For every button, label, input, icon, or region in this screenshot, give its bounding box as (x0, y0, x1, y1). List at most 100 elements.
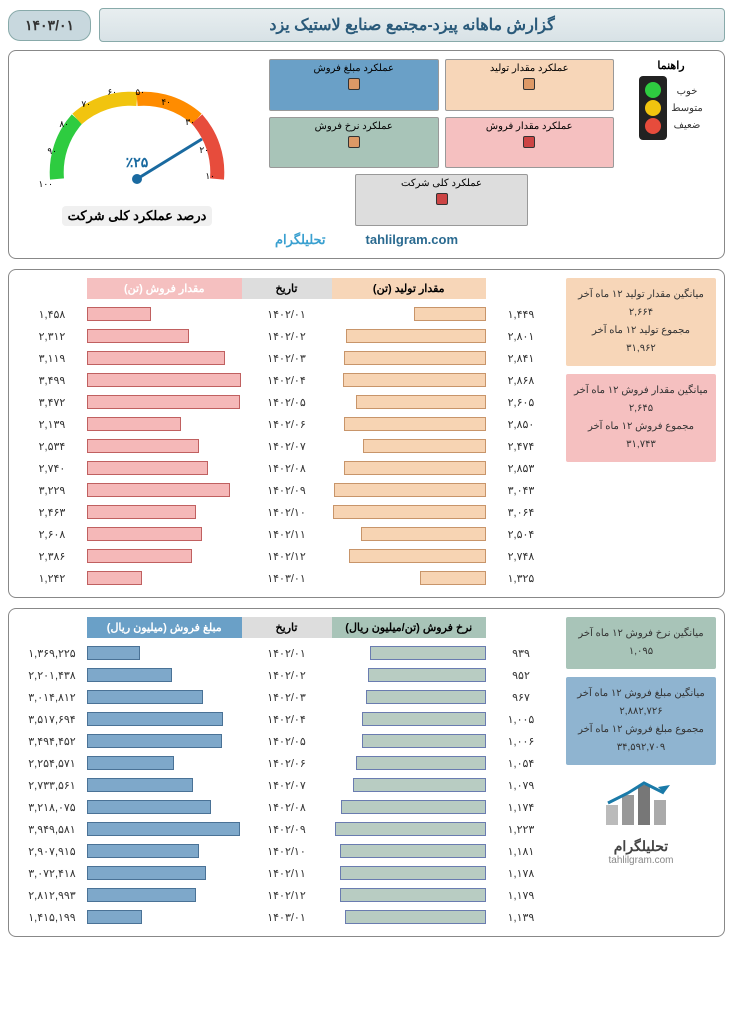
traffic-light (645, 82, 661, 98)
right-value: ۲,۴۶۳ (17, 506, 87, 519)
right-value: ۲,۷۴۰ (17, 462, 87, 475)
left-bar (346, 329, 486, 343)
left-value: ۱,۱۸۱ (486, 845, 556, 858)
left-value: ۲,۸۴۱ (486, 352, 556, 365)
right-bar (87, 549, 192, 563)
info-box: میانگین مبلغ فروش ۱۲ ماه آخر۲,۸۸۲,۷۲۶مجم… (566, 677, 716, 765)
svg-text:۱۰: ۱۰ (205, 171, 215, 181)
row-date: ۱۴۰۲/۰۶ (242, 418, 332, 431)
right-bar (87, 461, 208, 475)
left-bar (334, 483, 486, 497)
right-value: ۲,۱۳۹ (17, 418, 87, 431)
legend-swatch (348, 78, 360, 90)
info-line: ۱,۰۹۵ (572, 643, 710, 661)
left-value: ۲,۸۵۳ (486, 462, 556, 475)
row-date: ۱۴۰۲/۰۹ (242, 823, 332, 836)
left-bar (344, 461, 486, 475)
right-bar (87, 646, 140, 660)
legend-cell: عملکرد کلی شرکت (355, 174, 528, 226)
left-bar (414, 307, 486, 321)
gauge-chart: ٪۲۵ ۱۰۰ ۹۰ ۸۰ ۷۰ ۶۰ ۵۰ ۴۰ ۳۰ ۲۰ ۱۰ (27, 59, 247, 199)
chart-row: ۱,۱۸۱ ۱۴۰۲/۱۰ ۲,۹۰۷,۹۱۵ (17, 840, 556, 862)
right-value: ۲,۷۳۳,۵۶۱ (17, 779, 87, 792)
row-date: ۱۴۰۲/۰۵ (242, 735, 332, 748)
right-bar (87, 439, 199, 453)
row-date: ۱۴۰۲/۱۲ (242, 889, 332, 902)
legend-swatch (436, 193, 448, 205)
left-value: ۲,۸۵۰ (486, 418, 556, 431)
row-date: ۱۴۰۲/۰۳ (242, 352, 332, 365)
right-bar (87, 668, 172, 682)
traffic-label: ضعیف (671, 120, 702, 131)
left-value: ۲,۸۶۸ (486, 374, 556, 387)
right-bar (87, 483, 230, 497)
report-date: ۱۴۰۳/۰۱ (8, 10, 91, 41)
row-date: ۱۴۰۲/۰۳ (242, 691, 332, 704)
svg-text:۸۰: ۸۰ (59, 119, 69, 129)
left-value: ۳,۰۶۴ (486, 506, 556, 519)
svg-text:۳۰: ۳۰ (185, 117, 195, 127)
info-box: میانگین مقدار فروش ۱۲ ماه آخر۲,۶۴۵مجموع … (566, 374, 716, 462)
chart-row: ۱,۱۷۸۱۴۰۲/۱۱۳,۰۷۲,۴۱۸ (17, 862, 556, 884)
right-value: ۱,۳۶۹,۲۲۵ (17, 647, 87, 660)
traffic-title: راهنما (626, 59, 716, 72)
info-line: ۲,۶۶۴ (572, 304, 710, 322)
left-bar (368, 668, 486, 682)
info-line: میانگین مقدار فروش ۱۲ ماه آخر (572, 382, 710, 400)
chart-row: ۲,۸۵۳۱۴۰۲/۰۸۲,۷۴۰ (17, 457, 556, 479)
legend-label: عملکرد نرخ فروش (315, 121, 393, 132)
row-date: ۱۴۰۲/۱۱ (242, 867, 332, 880)
right-bar (87, 505, 196, 519)
row-date: ۱۴۰۲/۰۱ (242, 647, 332, 660)
chart2-table: نرخ فروش (تن/میلیون ریال)تاریخمبلغ فروش … (17, 617, 556, 928)
chart1-panel: میانگین مقدار تولید ۱۲ ماه آخر۲,۶۶۴مجموع… (8, 269, 725, 598)
chart-row: ۱,۱۷۹۱۴۰۲/۱۲۲,۸۱۲,۹۹۳ (17, 884, 556, 906)
info-line: میانگین مقدار تولید ۱۲ ماه آخر (572, 286, 710, 304)
left-value: ۹۶۷ (486, 691, 556, 704)
right-bar (87, 866, 206, 880)
left-bar (345, 910, 486, 924)
left-value: ۱,۴۴۹ (486, 308, 556, 321)
row-date: ۱۴۰۲/۱۱ (242, 528, 332, 541)
left-bar (361, 527, 486, 541)
right-bar (87, 734, 222, 748)
left-bar (349, 549, 486, 563)
right-value: ۳,۵۱۷,۶۹۴ (17, 713, 87, 726)
chart-row: ۲,۸۶۸۱۴۰۲/۰۴۳,۴۹۹ (17, 369, 556, 391)
right-bar (87, 351, 225, 365)
chart-row: ۱,۰۰۶۱۴۰۲/۰۵۳,۴۹۴,۴۵۲ (17, 730, 556, 752)
logo-text-fa: تحلیلگرام (566, 838, 716, 855)
right-bar (87, 778, 193, 792)
chart-row: ۲,۸۵۰ ۱۴۰۲/۰۶ ۲,۱۳۹ (17, 413, 556, 435)
traffic-light-icon (639, 76, 667, 140)
right-value: ۲,۲۰۱,۴۳۸ (17, 669, 87, 682)
left-bar (420, 571, 486, 585)
info-line: ۳۱,۷۴۳ (572, 436, 710, 454)
right-bar (87, 800, 211, 814)
info-line: میانگین مبلغ فروش ۱۲ ماه آخر (572, 685, 710, 703)
chart-row: ۹۵۲۱۴۰۲/۰۲۲,۲۰۱,۴۳۸ (17, 664, 556, 686)
logo-area: تحلیلگرام tahlilgram.com (566, 765, 716, 866)
right-value: ۲,۲۵۴,۵۷۱ (17, 757, 87, 770)
left-value: ۱,۲۲۳ (486, 823, 556, 836)
chart-row: ۲,۶۰۵۱۴۰۲/۰۵۳,۴۷۲ (17, 391, 556, 413)
right-bar (87, 571, 142, 585)
chart-row: ۲,۴۷۴۱۴۰۲/۰۷۲,۵۳۴ (17, 435, 556, 457)
right-value: ۲,۹۰۷,۹۱۵ (17, 845, 87, 858)
left-value: ۱,۱۷۹ (486, 889, 556, 902)
row-date: ۱۴۰۲/۱۲ (242, 550, 332, 563)
left-bar (370, 646, 486, 660)
legend-grid: عملکرد مقدار تولیدعملکرد مبلغ فروشعملکرد… (269, 59, 614, 226)
chart-row: ۱,۲۲۳۱۴۰۲/۰۹۳,۹۴۹,۵۸۱ (17, 818, 556, 840)
row-date: ۱۴۰۲/۱۰ (242, 845, 332, 858)
right-value: ۳,۴۹۴,۴۵۲ (17, 735, 87, 748)
right-bar (87, 888, 196, 902)
chart-row: ۲,۷۴۸۱۴۰۲/۱۲۲,۳۸۶ (17, 545, 556, 567)
info-line: مجموع تولید ۱۲ ماه آخر (572, 322, 710, 340)
left-bar (344, 417, 486, 431)
left-bar (335, 822, 486, 836)
chart-row: ۱,۰۰۵۱۴۰۲/۰۴۳,۵۱۷,۶۹۴ (17, 708, 556, 730)
legend-label: عملکرد کلی شرکت (401, 178, 482, 189)
svg-text:۴۰: ۴۰ (161, 97, 171, 107)
svg-text:۱۰۰: ۱۰۰ (38, 179, 53, 189)
